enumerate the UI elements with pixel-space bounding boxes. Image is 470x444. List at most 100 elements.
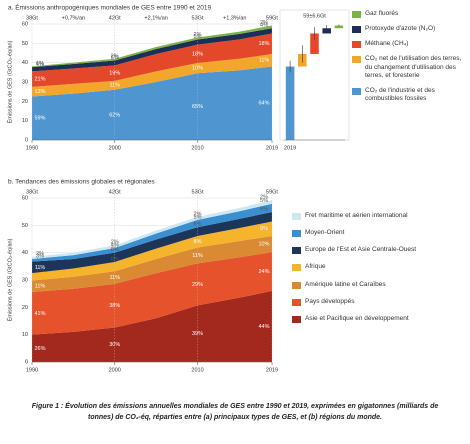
- share-label: 4%: [260, 23, 268, 29]
- share-label: 13%: [34, 89, 45, 95]
- legend-label: Amérique latine et Caraïbes: [305, 280, 386, 288]
- legend-item: Pays développés: [292, 298, 462, 306]
- share-label: 11%: [259, 58, 270, 64]
- legend-swatch: [292, 247, 301, 255]
- share-label: 6%: [260, 206, 268, 212]
- total-label: 38Gt: [26, 15, 38, 21]
- legend-item: CO₂ net de l'utilisation des terres, du …: [352, 55, 464, 79]
- legend-swatch: [292, 264, 301, 272]
- share-label: 26%: [34, 346, 45, 352]
- area: [32, 200, 272, 259]
- legend-item: Gaz fluorés: [352, 10, 464, 18]
- area: [32, 203, 272, 262]
- share-label: 6%: [111, 55, 119, 61]
- legend-item: Méthane (CH₄): [352, 40, 464, 49]
- share-label: 5%: [194, 34, 202, 40]
- area: [32, 66, 272, 140]
- area: [32, 211, 272, 274]
- share-label: 3%: [36, 253, 44, 259]
- share-label: 5%: [194, 214, 202, 220]
- y-axis-label: Émissions de GES (GtCO₂-éq/an): [6, 238, 13, 321]
- share-label: 2%: [194, 32, 202, 38]
- share-label: 10%: [192, 66, 203, 72]
- legend-label: Pays développés: [305, 297, 355, 305]
- legend-swatch: [352, 41, 361, 49]
- y-tick-label: 10: [22, 118, 28, 124]
- legend-label: Fret maritime et aérien international: [305, 212, 408, 219]
- x-tick-label: 2000: [109, 145, 121, 151]
- legend-item: Europe de l'Est et Asie Centrale-Ouest: [292, 246, 462, 255]
- y-tick-label: 20: [22, 305, 28, 311]
- x-label: 2019: [284, 145, 296, 151]
- x-tick-label: 1990: [26, 145, 38, 151]
- legend-swatch: [352, 87, 361, 95]
- share-label: 62%: [109, 112, 120, 118]
- area: [32, 290, 272, 362]
- chart-title: a. Émissions anthropogéniques mondiales …: [8, 3, 211, 12]
- area: [32, 25, 272, 68]
- bar: [310, 33, 319, 54]
- area: [32, 252, 272, 335]
- caption: Figure 1 : Évolution des émissions annue…: [31, 403, 439, 421]
- x-tick-label: 1990: [26, 367, 38, 373]
- share-label: 19%: [109, 71, 120, 77]
- share-label: 1%: [36, 61, 44, 67]
- share-label: 6%: [194, 222, 202, 228]
- y-tick-label: 10: [22, 332, 28, 338]
- legend-swatch: [292, 281, 301, 289]
- x-tick-label: 2000: [109, 367, 121, 373]
- area: [32, 235, 272, 293]
- share-label: 8%: [111, 247, 119, 253]
- share-label: 64%: [258, 101, 269, 107]
- area: [32, 53, 272, 97]
- share-label: 59%: [34, 116, 45, 122]
- share-label: 2%: [194, 211, 202, 217]
- share-label: 2%: [260, 20, 268, 26]
- legend: Fret maritime et aérien international Moy…: [292, 212, 462, 323]
- y-tick-label: 20: [22, 99, 28, 105]
- y-tick-label: 30: [22, 79, 28, 85]
- x-tick-label: 2019: [266, 367, 278, 373]
- legend-label: Asie et Pacifique en développement: [305, 314, 409, 322]
- total-label: 59Gt: [266, 189, 278, 195]
- share-label: 44%: [258, 324, 269, 330]
- growth-label: +2,1%/an: [144, 15, 167, 21]
- legend-swatch: [352, 11, 361, 18]
- legend-swatch: [352, 56, 361, 64]
- legend-label: Protoxyde d'azote (N₂O): [365, 25, 436, 33]
- y-tick-label: 60: [22, 21, 28, 27]
- share-label: 2%: [36, 251, 44, 257]
- share-label: 21%: [34, 77, 45, 83]
- legend-label: Méthane (CH₄): [365, 40, 409, 48]
- y-tick-label: 0: [25, 359, 28, 365]
- share-label: 29%: [192, 282, 203, 288]
- share-label: 41%: [34, 311, 45, 317]
- legend-label: Afrique: [305, 263, 326, 271]
- x-tick-label: 2010: [191, 367, 203, 373]
- share-label: 11%: [109, 83, 120, 89]
- legend: Gaz fluorés Protoxyde d'azote (N₂O) Méthan…: [352, 10, 464, 103]
- share-label: 2%: [111, 53, 119, 59]
- share-label: 11%: [35, 265, 46, 271]
- share-label: 39%: [192, 331, 203, 337]
- share-label: 2%: [111, 240, 119, 246]
- y-tick-label: 0: [25, 137, 28, 143]
- share-label: 18%: [192, 51, 203, 57]
- y-tick-label: 50: [22, 223, 28, 229]
- legend-swatch: [292, 298, 301, 306]
- panel-title: 59±6,6Gt: [303, 13, 326, 19]
- legend-item: Fret maritime et aérien international: [292, 212, 462, 220]
- total-label: 59Gt: [266, 15, 278, 21]
- total-label: 38Gt: [26, 189, 38, 195]
- legend-item: Protoxyde d'azote (N₂O): [352, 25, 464, 34]
- total-label: 53Gt: [192, 15, 204, 21]
- legend-label: CO₂ de l'industrie et des combustibles f…: [365, 86, 435, 102]
- share-label: 11%: [35, 284, 46, 290]
- growth-label: +0,7%/an: [62, 15, 85, 21]
- area: [32, 221, 272, 281]
- total-label: 53Gt: [192, 189, 204, 195]
- y-tick-label: 30: [22, 277, 28, 283]
- y-axis-label: Émissions de GES (GtCO₂-éq/an): [6, 40, 13, 123]
